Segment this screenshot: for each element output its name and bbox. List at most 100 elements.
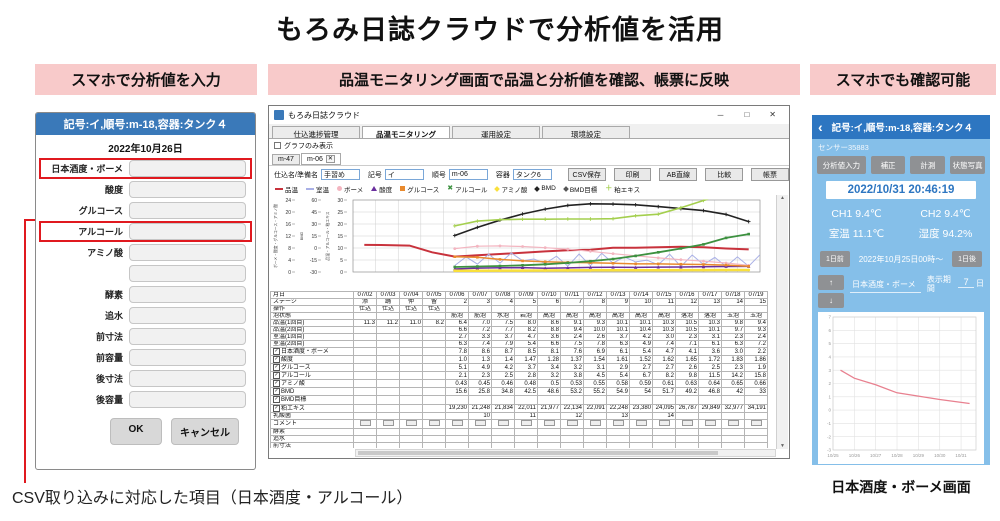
cell: 07/19 [744, 291, 768, 299]
cell [606, 434, 630, 443]
field-input[interactable] [129, 160, 246, 177]
comment-button[interactable] [543, 420, 555, 426]
field-input[interactable] [129, 328, 246, 345]
tab-環境設定[interactable]: 環境設定 [542, 126, 630, 139]
cell [376, 326, 400, 334]
table-row: 品温(1回目) 11.3 11.2 11.0 8.2 6.4 7.0 7.5 8.0 8.6 9.1… [270, 319, 768, 327]
row-checkbox[interactable]: ✓ [273, 372, 280, 379]
tab-仕込進捗管理[interactable]: 仕込進捗管理 [272, 126, 360, 139]
計測-button[interactable]: 計測 [910, 156, 946, 174]
legend-item: 品温 [275, 184, 298, 194]
maximize-icon[interactable]: □ [744, 109, 750, 119]
cell: 46.8 [698, 387, 722, 397]
subtab-m-47[interactable]: m-47 [272, 154, 300, 165]
cell: 07/05 [422, 291, 446, 299]
comment-button[interactable] [612, 420, 624, 426]
toolbar-field-input[interactable]: タンク6 [512, 169, 552, 180]
cell [721, 305, 745, 313]
cell: 13 [606, 411, 630, 420]
toolbar-field-input[interactable]: イ [384, 169, 424, 180]
close-icon[interactable]: ✕ [769, 109, 776, 119]
comment-button[interactable] [727, 420, 739, 426]
comment-button[interactable] [566, 420, 578, 426]
row-checkbox[interactable]: ✓ [273, 356, 280, 363]
cell: 2.7 [629, 363, 653, 373]
prev-day-button[interactable]: 1日前 [820, 251, 850, 267]
row-checkbox[interactable]: ✓ [273, 396, 280, 404]
分析値入力-button[interactable]: 分析値入力 [817, 156, 866, 174]
close-tab-icon[interactable]: ✕ [325, 155, 335, 163]
comment-button[interactable] [520, 420, 532, 426]
field-input[interactable] [129, 223, 246, 240]
section-label-middle: 品温モニタリング画面で品温と分析値を確認、帳票に反映 [268, 64, 800, 95]
comment-button[interactable] [451, 420, 463, 426]
comment-button[interactable] [497, 420, 509, 426]
back-icon[interactable]: ‹ [818, 119, 823, 135]
補正-button[interactable]: 補正 [870, 156, 906, 174]
period-value-input[interactable]: 7 [958, 277, 975, 288]
帳票-button[interactable]: 帳票 [751, 168, 789, 181]
app-icon [274, 110, 284, 120]
field-input[interactable] [129, 181, 246, 198]
comment-button[interactable] [658, 420, 670, 426]
CSV保存-button[interactable]: CSV保存 [567, 168, 606, 181]
cell: 23,380 [629, 403, 653, 413]
cell: 42.5 [514, 387, 538, 397]
印刷-button[interactable]: 印刷 [613, 168, 652, 181]
metric-select[interactable]: 日本酒度・ボーメ [850, 275, 921, 293]
AB直線-button[interactable]: AB直線 [659, 168, 698, 181]
comment-button[interactable] [635, 420, 647, 426]
比較-button[interactable]: 比較 [705, 168, 744, 181]
down-button[interactable]: ↓ [818, 293, 844, 308]
field-input[interactable] [129, 307, 246, 324]
field-input[interactable] [129, 349, 246, 366]
next-day-button[interactable]: 1日後 [952, 251, 982, 267]
状態写真-button[interactable]: 状態写真 [950, 156, 985, 174]
cell: 7.4 [468, 340, 492, 348]
toolbar-field-input[interactable]: 手習め [320, 169, 360, 180]
comment-button[interactable] [704, 420, 716, 426]
row-checkbox[interactable]: ✓ [273, 404, 280, 412]
graph-only-checkbox[interactable] [274, 142, 281, 149]
row-checkbox[interactable]: ✓ [273, 388, 280, 395]
cell: 2 [445, 298, 469, 306]
subtab-m-06[interactable]: m-06 ✕ [300, 153, 341, 165]
cell: 4.9 [468, 363, 492, 373]
cell: 07/16 [675, 291, 699, 299]
cell: 3.8 [560, 371, 584, 381]
field-input[interactable] [129, 391, 246, 408]
comment-button[interactable] [589, 420, 601, 426]
comment-button[interactable] [750, 420, 762, 426]
field-input[interactable] [129, 370, 246, 387]
cancel-button[interactable]: キャンセル [171, 418, 239, 445]
cell [376, 418, 400, 429]
comment-button[interactable] [681, 420, 693, 426]
field-input[interactable] [129, 202, 246, 219]
diamond-marker-icon [494, 185, 501, 192]
cell: 07/03 [376, 291, 400, 299]
comment-button[interactable] [382, 420, 394, 426]
comment-button[interactable] [405, 420, 417, 426]
comment-button[interactable] [428, 420, 440, 426]
row-checkbox[interactable]: ✓ [273, 348, 280, 355]
vertical-scrollbar[interactable]: ▲ ▼ [776, 195, 788, 449]
ok-button[interactable]: OK [110, 418, 162, 445]
comment-button[interactable] [474, 420, 486, 426]
row-checkbox[interactable]: ✓ [273, 380, 280, 387]
up-button[interactable]: ↑ [818, 275, 844, 290]
tab-運用設定[interactable]: 運用設定 [452, 126, 540, 139]
toolbar-field-input[interactable]: m-06 [448, 169, 488, 180]
scroll-up-icon[interactable]: ▲ [780, 195, 785, 201]
minimize-icon[interactable]: － [716, 110, 725, 120]
field-input[interactable] [129, 286, 246, 303]
table-row: 泡状態 筋泡 筋泡 水泡 岩泡 高泡 高泡 高泡 高泡 高泡 高泡 落泡 落泡 玉泡 玉泡 [270, 312, 768, 320]
row-checkbox[interactable]: ✓ [273, 364, 280, 371]
horizontal-scrollbar[interactable] [355, 449, 776, 457]
cell: 1.37 [560, 355, 584, 365]
comment-button[interactable] [359, 420, 371, 426]
scrollbar-thumb[interactable] [358, 451, 719, 455]
field-input[interactable] [129, 265, 246, 282]
tab-品温モニタリング[interactable]: 品温モニタリング [362, 126, 450, 139]
scroll-down-icon[interactable]: ▼ [780, 443, 785, 449]
field-input[interactable] [129, 244, 246, 261]
